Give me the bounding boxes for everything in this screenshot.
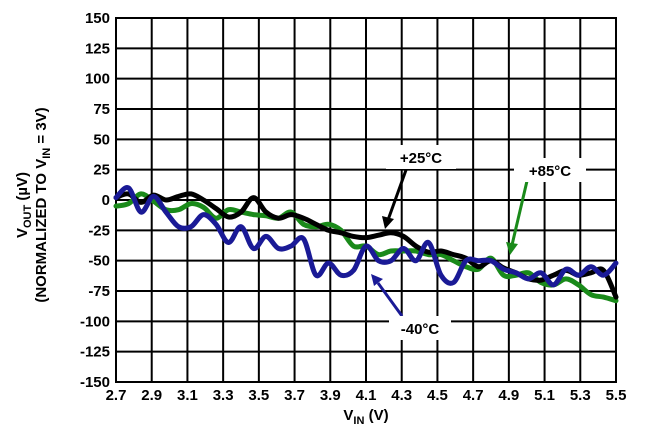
y-axis-title2-pre: (NORMALIZED TO V	[33, 159, 50, 303]
x-tick-label: 5.5	[606, 387, 627, 404]
y-tick-label: 150	[85, 10, 110, 27]
arrow-25c-line	[386, 169, 408, 221]
y-axis-title-unit: (µV)	[14, 172, 31, 205]
grid-lines	[115, 17, 617, 383]
x-axis-title-main: V	[343, 407, 353, 424]
x-axis-title-unit: (V)	[364, 407, 388, 424]
x-tick-label: 4.7	[463, 387, 484, 404]
x-tick-label: 2.9	[141, 387, 162, 404]
x-tick-label: 4.5	[427, 387, 448, 404]
y-tick-label: -100	[80, 313, 110, 330]
y-axis-title2-post: = 3V)	[33, 107, 50, 147]
y-tick-label: -50	[88, 253, 110, 270]
series-line-minus40c	[113, 185, 619, 288]
x-tick-labels: 2.7 2.9 3.1 3.3 3.5 3.7 3.9 4.1 4.3 4.5 4.7 4.9 5.1 5…	[106, 387, 627, 404]
annotation-arrows	[371, 169, 529, 317]
x-axis-title-sub: IN	[353, 415, 364, 427]
series-layer	[113, 185, 619, 304]
arrow-40c-head	[371, 274, 383, 286]
y-tick-label: 50	[93, 131, 110, 148]
annotation-40c-bg	[389, 316, 451, 340]
y-axis-title-line2: (NORMALIZED TO VIN = 3V)	[33, 107, 53, 302]
y-tick-label: 100	[85, 71, 110, 88]
y-tick-label: -75	[88, 283, 110, 300]
y-tick-label: -150	[80, 374, 110, 391]
y-axis-title2-sub: IN	[41, 148, 53, 159]
x-tick-label: 3.7	[284, 387, 305, 404]
x-tick-label: 4.9	[498, 387, 519, 404]
annotation-label-25c: +25°C	[386, 145, 456, 169]
arrow-25c-head	[382, 216, 394, 229]
x-tick-label: 3.3	[213, 387, 234, 404]
y-tick-label: 25	[93, 162, 110, 179]
y-tick-label: -25	[88, 222, 110, 239]
y-axis-title-main: V	[14, 228, 31, 238]
annotation-85c-text: +85°C	[529, 163, 571, 180]
y-axis-title-sub: OUT	[22, 205, 34, 229]
arrow-85c-head	[506, 242, 518, 255]
x-tick-label: 4.1	[356, 387, 377, 404]
annotation-25c-text: +25°C	[400, 150, 442, 167]
annotation-85c-bg	[514, 158, 586, 182]
x-tick-label: 3.1	[177, 387, 198, 404]
y-tick-label: -125	[80, 344, 110, 361]
x-tick-label: 5.3	[570, 387, 591, 404]
annotation-40c-text: -40°C	[401, 321, 440, 338]
y-tick-label: 125	[85, 40, 110, 57]
x-tick-label: 3.9	[320, 387, 341, 404]
annotation-25c-bg	[386, 145, 456, 169]
x-tick-label: 2.7	[106, 387, 127, 404]
arrow-85c-line	[510, 180, 529, 246]
annotation-label-40c: -40°C	[389, 316, 451, 340]
y-tick-label: 75	[93, 101, 110, 118]
arrow-40c-line	[376, 282, 404, 317]
x-tick-label: 5.1	[534, 387, 555, 404]
y-tick-labels: 150 125 100 75 50 25 0 -25 -50 -75 -100 -125 -150	[80, 10, 110, 391]
x-tick-label: 3.5	[248, 387, 269, 404]
annotation-label-85c: +85°C	[514, 158, 586, 182]
x-tick-label: 4.3	[391, 387, 412, 404]
y-tick-label: 0	[102, 192, 110, 209]
x-axis-title: VIN (V)	[343, 407, 388, 427]
y-axis-title-line1: VOUT (µV)	[14, 172, 34, 238]
